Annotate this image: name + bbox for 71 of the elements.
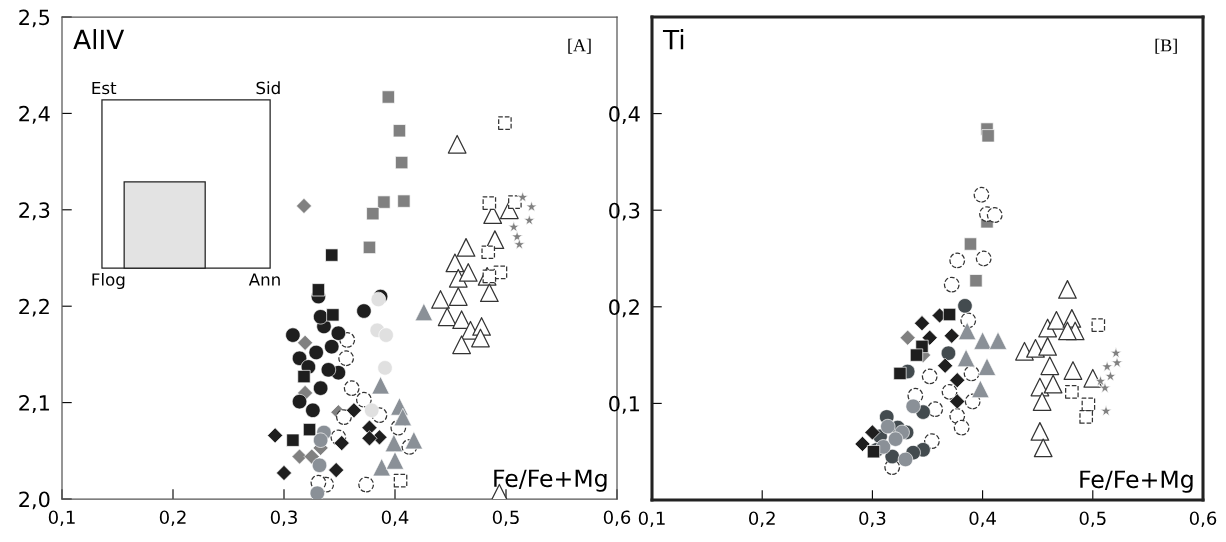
y-tick-label: 2,1	[19, 395, 49, 413]
x-tick-label: 0,5	[492, 510, 519, 526]
x-tick-label: 0,2	[159, 510, 186, 526]
point	[447, 134, 467, 154]
point	[309, 485, 325, 499]
point	[973, 186, 990, 203]
point	[479, 283, 499, 303]
x-tick-label: 0,5	[1079, 511, 1106, 527]
x-tick-label: 0,4	[381, 510, 409, 526]
point	[1040, 356, 1060, 376]
point	[471, 328, 490, 348]
y-tick-label: 0,4	[609, 106, 640, 124]
point	[481, 245, 496, 260]
point	[975, 250, 992, 267]
y-tick-label: 2,4	[19, 105, 50, 124]
point	[943, 276, 960, 293]
y-tick-label: 2,2	[19, 298, 49, 317]
x-axis-title: Fe/Fe+Mg	[1080, 470, 1193, 493]
point	[431, 290, 450, 309]
annotation: Flog	[92, 272, 125, 290]
point	[343, 380, 360, 397]
point	[1038, 336, 1058, 356]
point	[445, 253, 465, 273]
point	[1033, 438, 1053, 458]
point	[1063, 361, 1083, 380]
y-tick-label: 0,2	[609, 299, 639, 318]
point	[1091, 318, 1106, 332]
point	[1058, 280, 1077, 299]
y-axis-title: AlIV	[73, 29, 125, 50]
annotation: Sid	[256, 81, 280, 95]
x-tick-label: 0,3	[270, 510, 297, 526]
y-axis-title: Ti	[662, 29, 684, 50]
point	[1030, 422, 1050, 441]
x-tick-label: 0,4	[969, 511, 996, 527]
point	[508, 195, 522, 209]
point	[498, 116, 512, 130]
point	[1043, 374, 1063, 394]
annotation: Est	[92, 81, 117, 95]
point	[1032, 392, 1052, 411]
x-tick-label: 0,1	[48, 510, 75, 526]
point	[1079, 410, 1094, 424]
point	[338, 350, 355, 367]
point	[452, 310, 472, 330]
text: [B]	[1155, 38, 1177, 54]
point	[456, 237, 476, 257]
point	[452, 335, 472, 355]
text: [A]	[568, 38, 591, 54]
point	[448, 287, 468, 306]
point	[305, 402, 321, 418]
x-tick-label: 0,6	[603, 510, 631, 526]
y-tick-label: 0,1	[609, 395, 639, 414]
x-tick-label: 0,2	[749, 511, 775, 527]
y-tick-label: 2,0	[19, 491, 50, 510]
y-tick-label: 2,3	[19, 202, 50, 221]
point	[1047, 310, 1066, 330]
point	[953, 419, 970, 436]
x-tick-label: 0,3	[859, 511, 886, 527]
point	[949, 252, 966, 269]
point	[437, 307, 457, 327]
x-tick-label: 0,1	[638, 511, 665, 527]
point	[921, 368, 938, 385]
point	[458, 263, 478, 282]
x-axis-title: Fe/Fe+Mg	[494, 469, 607, 492]
point	[482, 196, 497, 210]
annotation: Ann	[248, 273, 280, 286]
point	[1058, 321, 1077, 341]
x-tick-label: 0,6	[1189, 511, 1217, 527]
y-tick-label: 2,5	[19, 9, 50, 28]
point	[393, 473, 408, 488]
point	[1065, 384, 1079, 399]
y-tick-label: 0,3	[609, 202, 640, 221]
